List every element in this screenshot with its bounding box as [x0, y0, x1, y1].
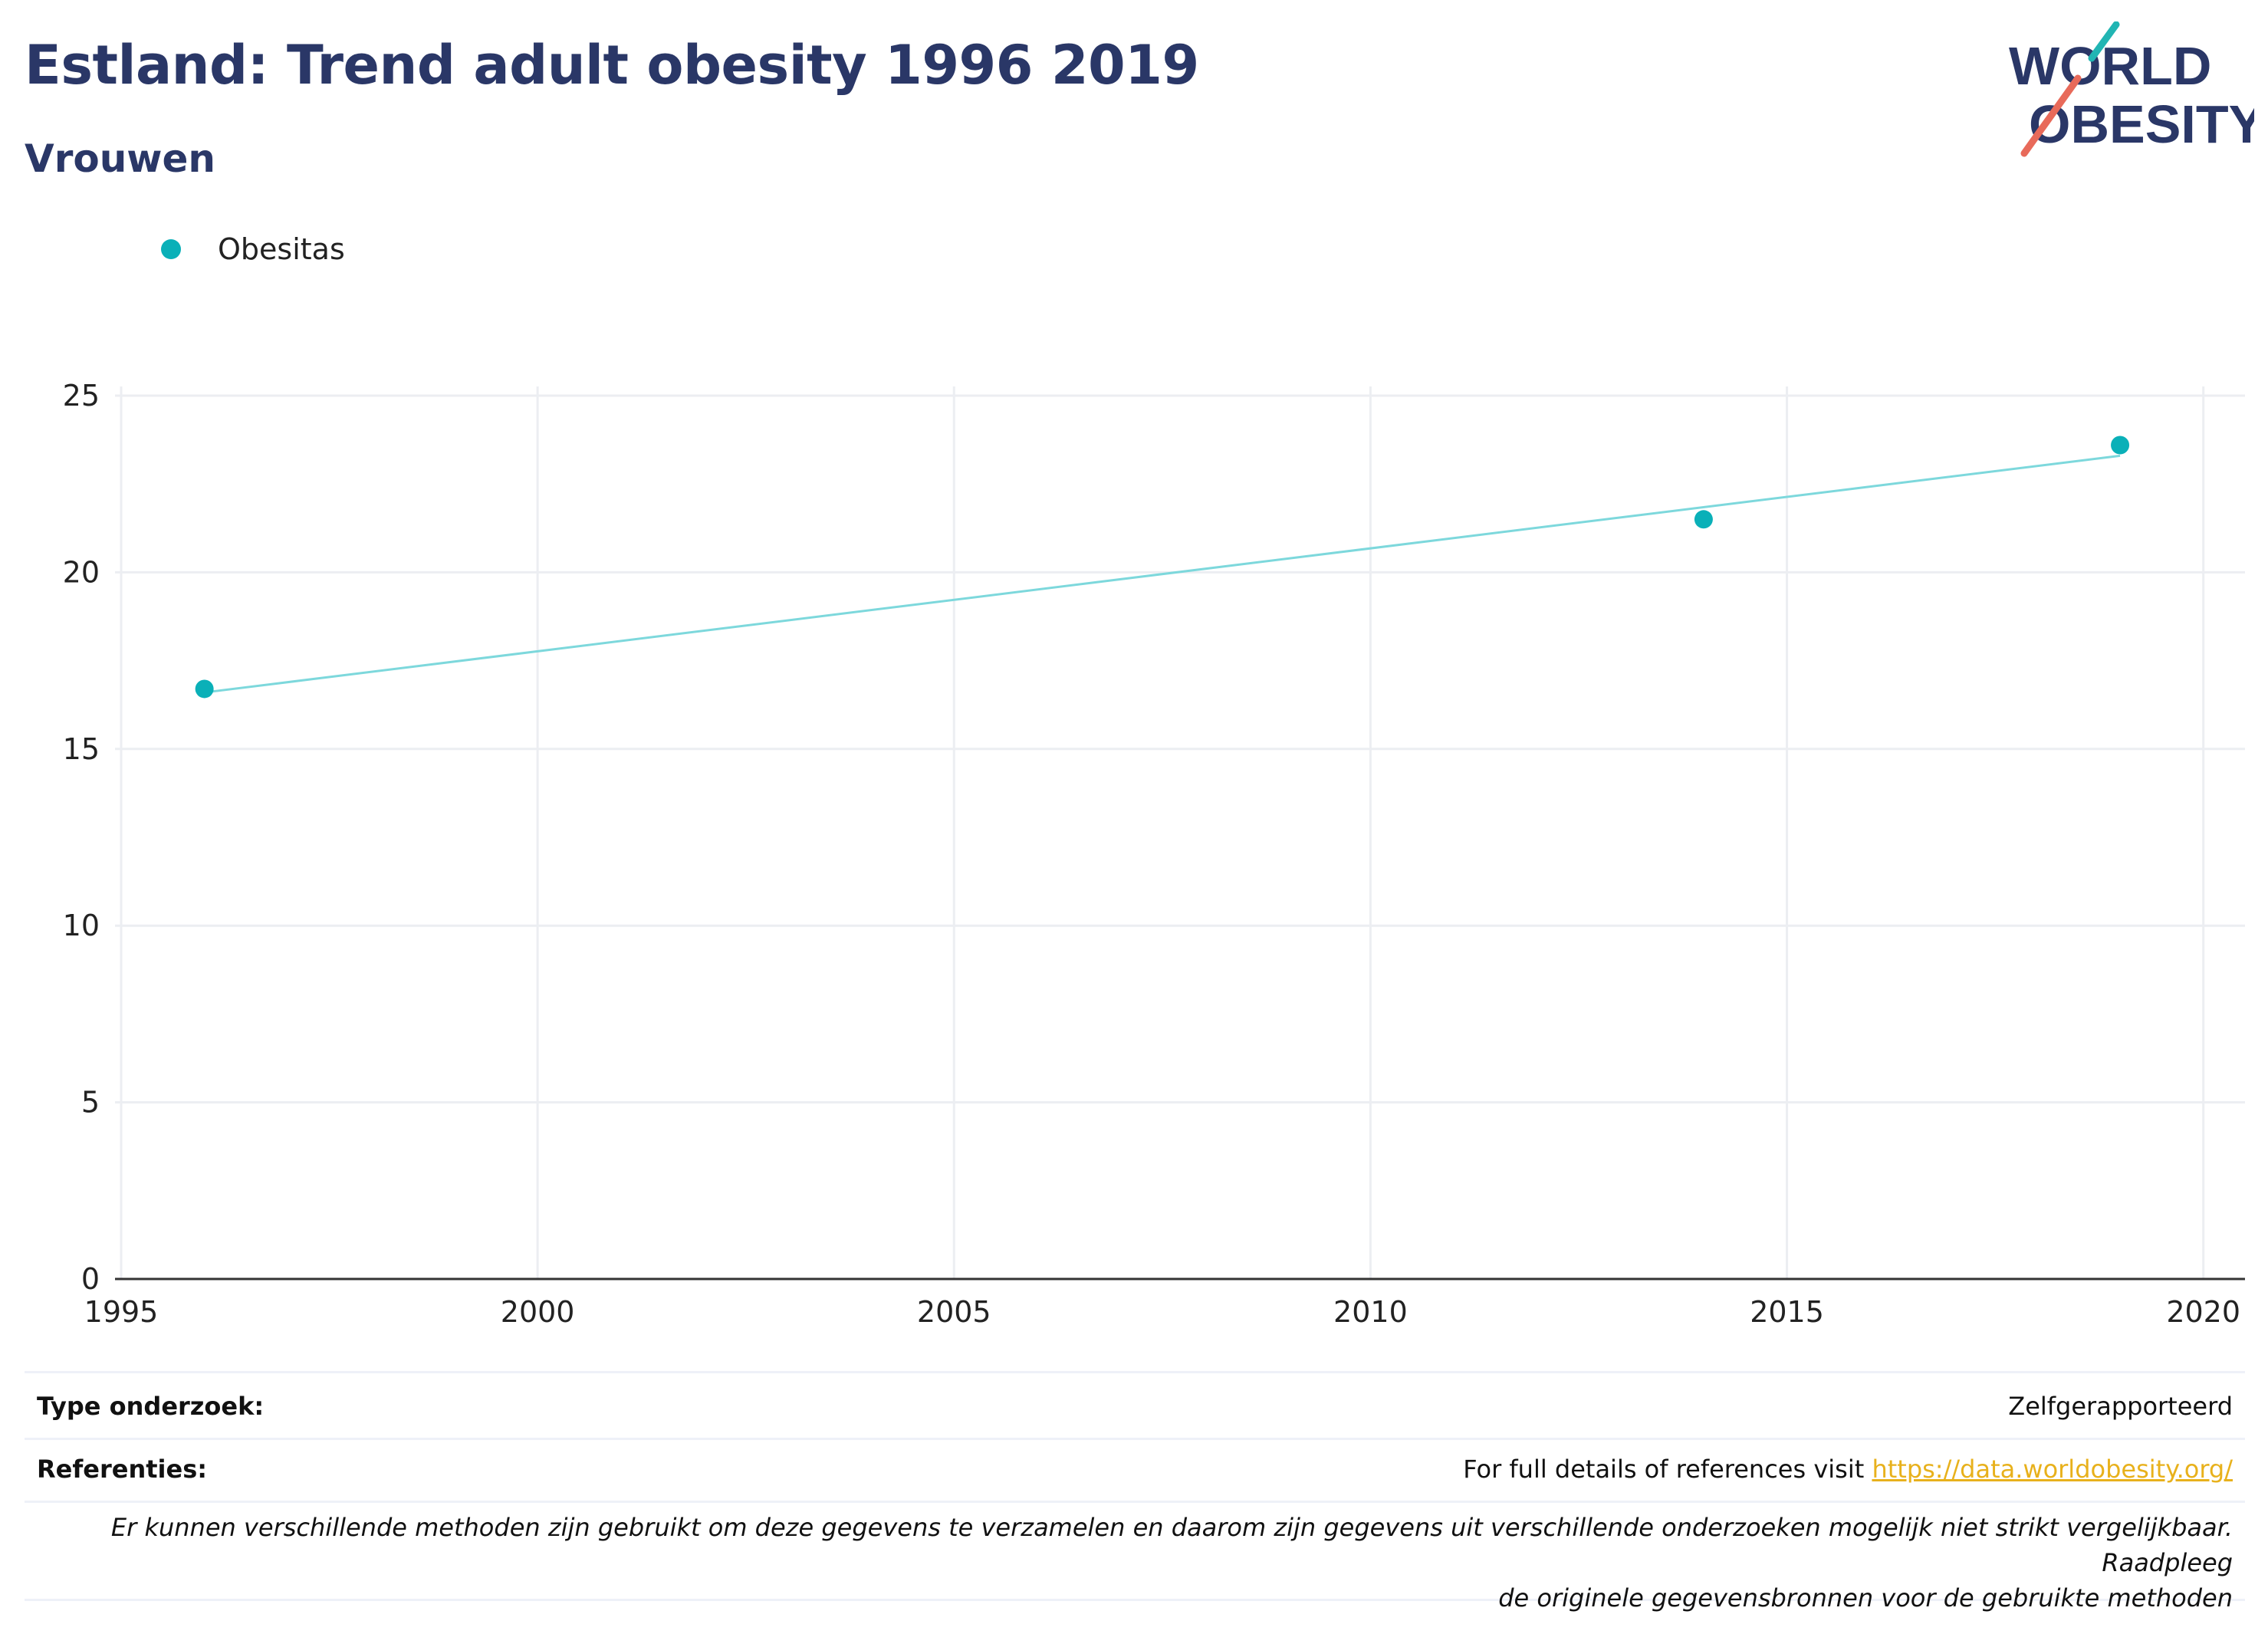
logo-slash-top — [2088, 21, 2120, 62]
note-line-2: de originele gegevensbronnen voor de geb… — [1498, 1583, 2233, 1613]
meta-row-references: Referenties: For full details of referen… — [25, 1438, 2245, 1503]
x-tick-label: 2020 — [2166, 1295, 2240, 1329]
logo-slash-bottom — [2020, 74, 2082, 157]
meta-type-label: Type onderzoek: — [37, 1392, 265, 1421]
x-tick-label: 2005 — [917, 1295, 991, 1329]
trend-line — [204, 454, 2121, 694]
logo-line1: WORLD — [2009, 36, 2211, 96]
meta-ref-value: For full details of references visit htt… — [1463, 1455, 2233, 1484]
x-tick-label: 1995 — [84, 1295, 159, 1329]
x-tick-label: 2010 — [1333, 1295, 1408, 1329]
logo-line2: OBESITY — [2029, 94, 2254, 154]
references-link[interactable]: https://data.worldobesity.org/ — [1872, 1455, 2233, 1484]
note-line-1: Er kunnen verschillende methoden zijn ge… — [110, 1513, 2233, 1577]
data-point — [2111, 436, 2130, 455]
y-tick-label: 5 — [81, 1086, 100, 1119]
data-point — [195, 679, 214, 699]
meta-row-note: Er kunnen verschillende methoden zijn ge… — [25, 1501, 2245, 1613]
page-title: Estland: Trend adult obesity 1996 2019 — [25, 34, 1199, 97]
y-tick-label: 10 — [63, 909, 100, 942]
y-tick-label: 25 — [63, 379, 100, 413]
meta-row-type: Type onderzoek: Zelfgerapporteerd — [25, 1373, 2245, 1440]
page-subtitle: Vrouwen — [25, 136, 215, 181]
x-tick-label: 2015 — [1750, 1295, 1824, 1329]
data-point — [1694, 510, 1713, 529]
chart-plot-area: 1995 2000 2005 2010 2015 2020 0 5 10 15 20 25 — [63, 379, 2245, 1329]
y-tick-label: 0 — [81, 1262, 100, 1296]
x-tick-label: 2000 — [501, 1295, 575, 1329]
y-tick-label: 15 — [63, 732, 100, 766]
meta-ref-label: Referenties: — [37, 1455, 208, 1484]
world-obesity-logo: WORLD OBESITY — [2009, 21, 2254, 157]
legend-marker — [161, 239, 181, 259]
methodology-note: Er kunnen verschillende methoden zijn ge… — [40, 1510, 2233, 1616]
y-tick-label: 20 — [63, 555, 100, 589]
meta-ref-text: For full details of references visit — [1463, 1455, 1865, 1484]
chart-legend: Obesitas — [161, 230, 345, 268]
legend-label: Obesitas — [218, 232, 345, 266]
meta-type-value: Zelfgerapporteerd — [2008, 1392, 2233, 1421]
metadata-table: Type onderzoek: Zelfgerapporteerd Refere… — [25, 1371, 2245, 1613]
